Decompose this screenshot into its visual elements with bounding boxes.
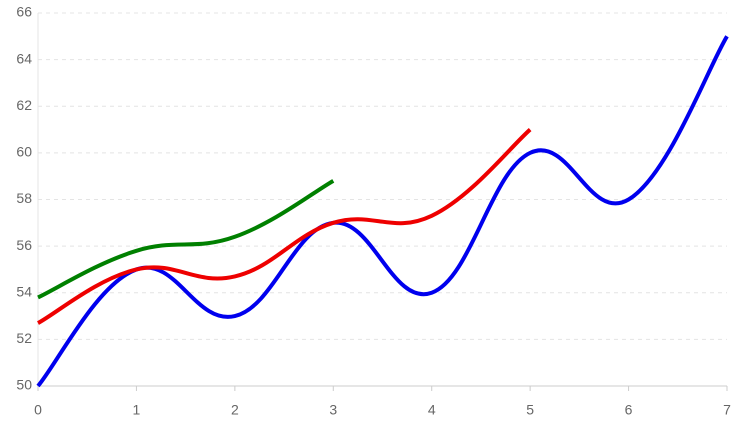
x-tick-label: 7 [723,402,731,418]
line-series [36,35,729,388]
y-tick-label: 66 [16,4,32,20]
y-tick-label: 58 [16,190,32,206]
y-tick-label: 60 [16,144,32,160]
x-tick-label: 5 [526,402,534,418]
y-tick-label: 52 [16,330,32,346]
x-tick-label: 0 [34,402,42,418]
x-tick-label: 6 [625,402,633,418]
y-tick-label: 54 [16,283,32,299]
line-series [37,179,335,300]
y-tick-label: 64 [16,50,32,66]
x-tick-label: 1 [133,402,141,418]
y-tick-label: 50 [16,377,32,393]
y-tick-label: 56 [16,237,32,253]
y-tick-label: 62 [16,97,32,113]
line-series [37,128,532,325]
x-tick-label: 3 [329,402,337,418]
x-tick-label: 4 [428,402,436,418]
x-tick-label: 2 [231,402,239,418]
